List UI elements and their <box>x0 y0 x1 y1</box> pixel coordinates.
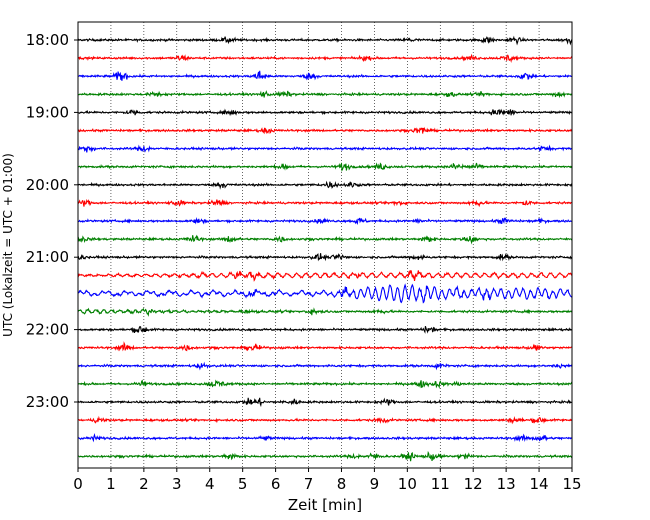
trace-2345 <box>78 450 573 462</box>
trace-1800 <box>77 35 573 46</box>
x-tick-label-2: 2 <box>139 475 149 493</box>
trace-2015 <box>77 198 573 208</box>
x-tick-label-13: 13 <box>497 475 516 493</box>
y-tick-label-2200: 22:00 <box>26 321 69 339</box>
trace-1915 <box>77 126 573 135</box>
trace-2100 <box>77 253 573 262</box>
minute-gridlines <box>110 22 540 468</box>
plot-frame <box>77 21 573 469</box>
y-tick-label-2300: 23:00 <box>26 393 69 411</box>
trace-2130 <box>77 283 573 304</box>
trace-2215 <box>77 341 573 352</box>
x-tick-label-8: 8 <box>337 475 347 493</box>
trace-1815 <box>77 53 573 64</box>
trace-1845 <box>77 90 573 99</box>
y-tick-label-2000: 20:00 <box>26 176 69 194</box>
x-tick-label-12: 12 <box>464 475 483 493</box>
trace-2045 <box>77 234 573 245</box>
x-tick-label-9: 9 <box>370 475 380 493</box>
x-tick-label-14: 14 <box>530 475 549 493</box>
y-tick-label-1900: 19:00 <box>26 103 69 121</box>
x-tick-label-1: 1 <box>106 475 116 493</box>
x-tick-label-15: 15 <box>562 475 581 493</box>
x-tick-label-0: 0 <box>73 475 83 493</box>
trace-2145 <box>77 307 573 317</box>
trace-2115 <box>77 270 573 282</box>
x-tick-label-4: 4 <box>205 475 215 493</box>
x-tick-label-10: 10 <box>398 475 417 493</box>
x-tick-label-5: 5 <box>238 475 248 493</box>
y-tick-label-2100: 21:00 <box>26 248 69 266</box>
seismogram-traces <box>77 35 573 462</box>
x-tick-label-6: 6 <box>271 475 281 493</box>
y-axis-label: UTC (Lokalzeit = UTC + 01:00) <box>1 153 15 337</box>
trace-2230 <box>77 361 573 371</box>
y-tick-label-1800: 18:00 <box>26 31 69 49</box>
x-axis-ticks: 0 1 2 3 4 5 6 7 8 9 10 11 12 13 14 15 <box>73 468 582 493</box>
trace-2200 <box>77 325 573 334</box>
trace-1930 <box>77 144 573 153</box>
y-axis-ticks: 18:00 19:00 20:00 21:00 22:00 23:00 <box>26 31 78 411</box>
trace-2245 <box>77 379 573 390</box>
x-tick-label-7: 7 <box>304 475 314 493</box>
trace-2330 <box>77 433 573 443</box>
trace-2000 <box>77 180 573 190</box>
trace-2315 <box>77 415 573 425</box>
trace-1830 <box>77 70 573 81</box>
x-tick-label-11: 11 <box>431 475 450 493</box>
trace-2300 <box>77 397 572 408</box>
trace-1945 <box>77 162 573 172</box>
x-tick-label-3: 3 <box>172 475 182 493</box>
x-axis-label: Zeit [min] <box>288 496 362 514</box>
trace-1900 <box>77 108 573 117</box>
trace-2030 <box>77 217 573 225</box>
